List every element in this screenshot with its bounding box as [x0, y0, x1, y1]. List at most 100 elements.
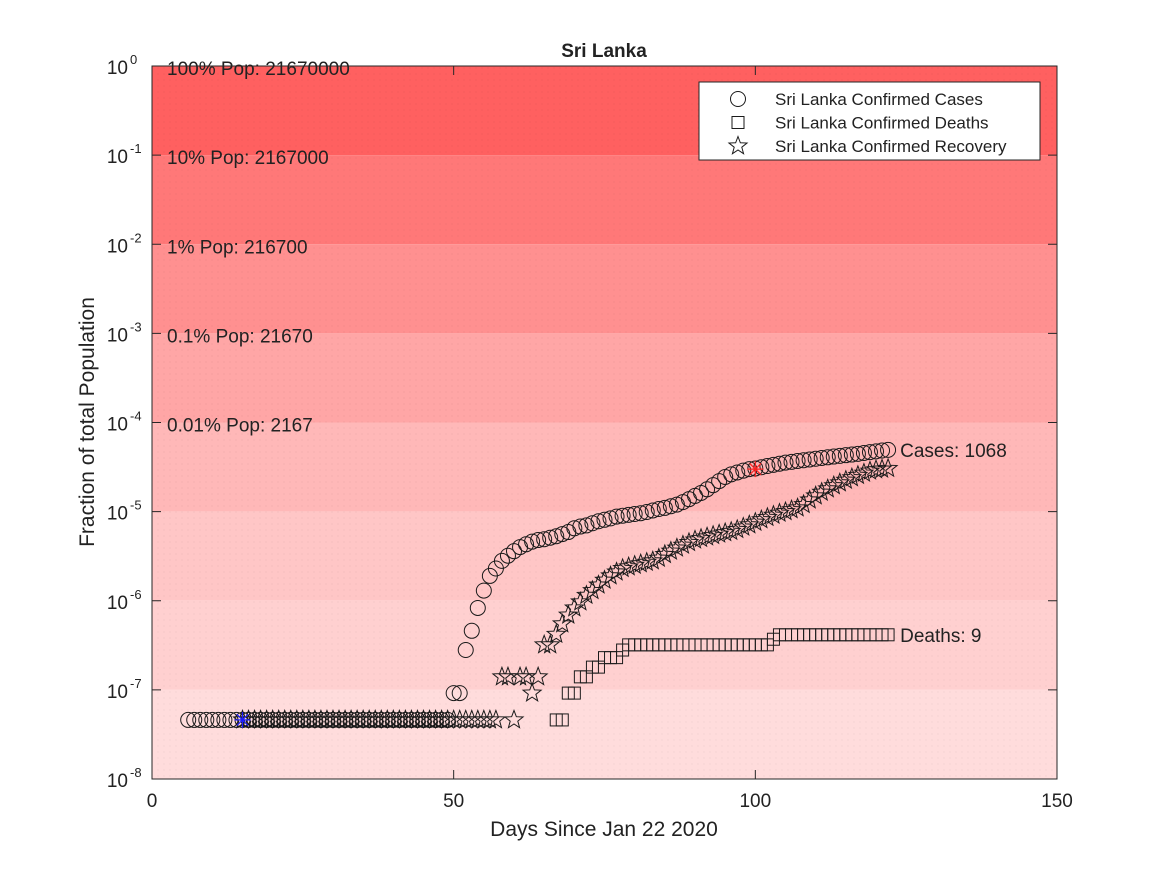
data-point-star — [569, 591, 591, 611]
data-point-star — [672, 534, 694, 555]
data-point-circle — [880, 441, 897, 458]
legend-box — [698, 81, 1041, 161]
data-point-star — [636, 551, 658, 572]
data-point-circle — [542, 529, 559, 546]
y-tick-exponent: -8 — [130, 765, 142, 780]
data-point-circle — [723, 466, 740, 483]
data-point-star — [877, 457, 899, 478]
data-point-circle — [825, 448, 842, 465]
series-star — [232, 457, 899, 729]
data-point-circle — [729, 464, 746, 481]
data-point-star — [491, 665, 513, 686]
data-point-star — [521, 682, 543, 702]
data-point-circle — [777, 454, 794, 471]
population-band-labels: 100% Pop: 21670000 10% Pop: 2167000 1% Pop… — [167, 59, 350, 437]
data-point-star — [563, 597, 585, 617]
y-tick-label: 10 — [107, 682, 128, 703]
data-point-circle — [536, 531, 553, 548]
annotation-label: Cases: 1068 — [900, 441, 1007, 462]
y-tick-label: 10 — [107, 147, 128, 168]
x-tick-label: 100 — [739, 791, 771, 812]
data-point-star — [551, 612, 573, 633]
data-point-circle — [868, 443, 884, 460]
data-point-circle — [602, 510, 619, 527]
data-point-circle — [578, 517, 595, 534]
population-band-label: 0.1% Pop: 21670 — [167, 326, 313, 347]
data-point-circle — [831, 447, 848, 464]
data-point-circle — [620, 506, 637, 523]
data-point-circle — [819, 449, 836, 466]
data-point-circle — [475, 582, 492, 599]
highlight-markers — [234, 461, 764, 728]
data-point-star — [660, 540, 682, 561]
y-tick-label: 10 — [107, 236, 128, 257]
data-point-circle — [771, 455, 788, 472]
data-point-star — [666, 537, 688, 557]
data-point-circle — [192, 711, 209, 728]
data-point-star — [642, 549, 664, 570]
x-tick-label: 150 — [1041, 791, 1073, 812]
data-point-star — [485, 709, 507, 729]
data-point-circle — [638, 504, 655, 521]
data-point-circle — [204, 711, 221, 728]
data-point-star — [757, 506, 778, 527]
data-point-circle — [874, 442, 891, 459]
data-point-circle — [849, 445, 866, 462]
data-point-circle — [789, 452, 806, 469]
data-point-circle — [626, 506, 643, 523]
data-point-circle — [180, 711, 197, 728]
data-point-star — [865, 458, 887, 479]
data-point-circle — [699, 481, 716, 498]
data-point-circle — [530, 532, 547, 549]
data-point-circle — [499, 547, 516, 564]
data-point-star — [859, 460, 881, 480]
highlight-stroke — [749, 463, 762, 476]
data-point-circle — [843, 446, 860, 463]
data-point-star — [847, 464, 869, 485]
data-point-circle — [656, 499, 673, 516]
data-point-circle — [216, 711, 233, 728]
data-point-star — [750, 508, 772, 529]
data-point-square — [881, 628, 895, 642]
data-point-star — [545, 623, 567, 644]
data-point-star — [678, 531, 700, 552]
legend-marker-circle — [730, 91, 746, 107]
data-point-circle — [198, 711, 215, 728]
data-point-star — [817, 477, 839, 498]
highlight-marker — [234, 711, 251, 728]
data-point-star — [811, 481, 833, 502]
y-tick-exponent: -2 — [130, 230, 142, 245]
y-tick-exponent: -7 — [130, 676, 142, 691]
data-point-square — [555, 713, 569, 727]
data-point-star — [871, 458, 893, 478]
data-point-star — [539, 633, 561, 654]
data-point-circle — [807, 450, 824, 467]
data-point-star — [823, 474, 845, 495]
data-point-circle — [735, 462, 752, 479]
data-point-circle — [759, 458, 776, 475]
data-point-circle — [795, 452, 812, 469]
data-point-star — [835, 469, 857, 490]
y-tick-exponent: -1 — [130, 141, 142, 156]
y-tick-exponent: -6 — [130, 587, 142, 602]
data-point-square — [567, 686, 581, 700]
legend-marker-square — [731, 116, 745, 129]
data-point-circle — [650, 501, 667, 518]
legend-label: Sri Lanka Confirmed Cases — [775, 90, 983, 109]
data-point-star — [781, 498, 802, 519]
legend-marker-star — [727, 135, 749, 155]
data-point-circle — [596, 511, 613, 528]
data-point-circle — [855, 444, 872, 461]
data-point-circle — [210, 711, 227, 728]
data-point-circle — [457, 642, 474, 659]
highlight-marker — [747, 461, 764, 478]
data-point-circle — [813, 449, 830, 466]
y-tick-label: 10 — [107, 58, 128, 79]
population-band-label: 0.01% Pop: 2167 — [167, 416, 313, 437]
y-tick-exponent: 0 — [130, 52, 137, 67]
data-point-circle — [662, 498, 679, 515]
data-point-circle — [765, 456, 782, 473]
data-point-star — [479, 709, 501, 729]
data-point-circle — [463, 622, 480, 639]
